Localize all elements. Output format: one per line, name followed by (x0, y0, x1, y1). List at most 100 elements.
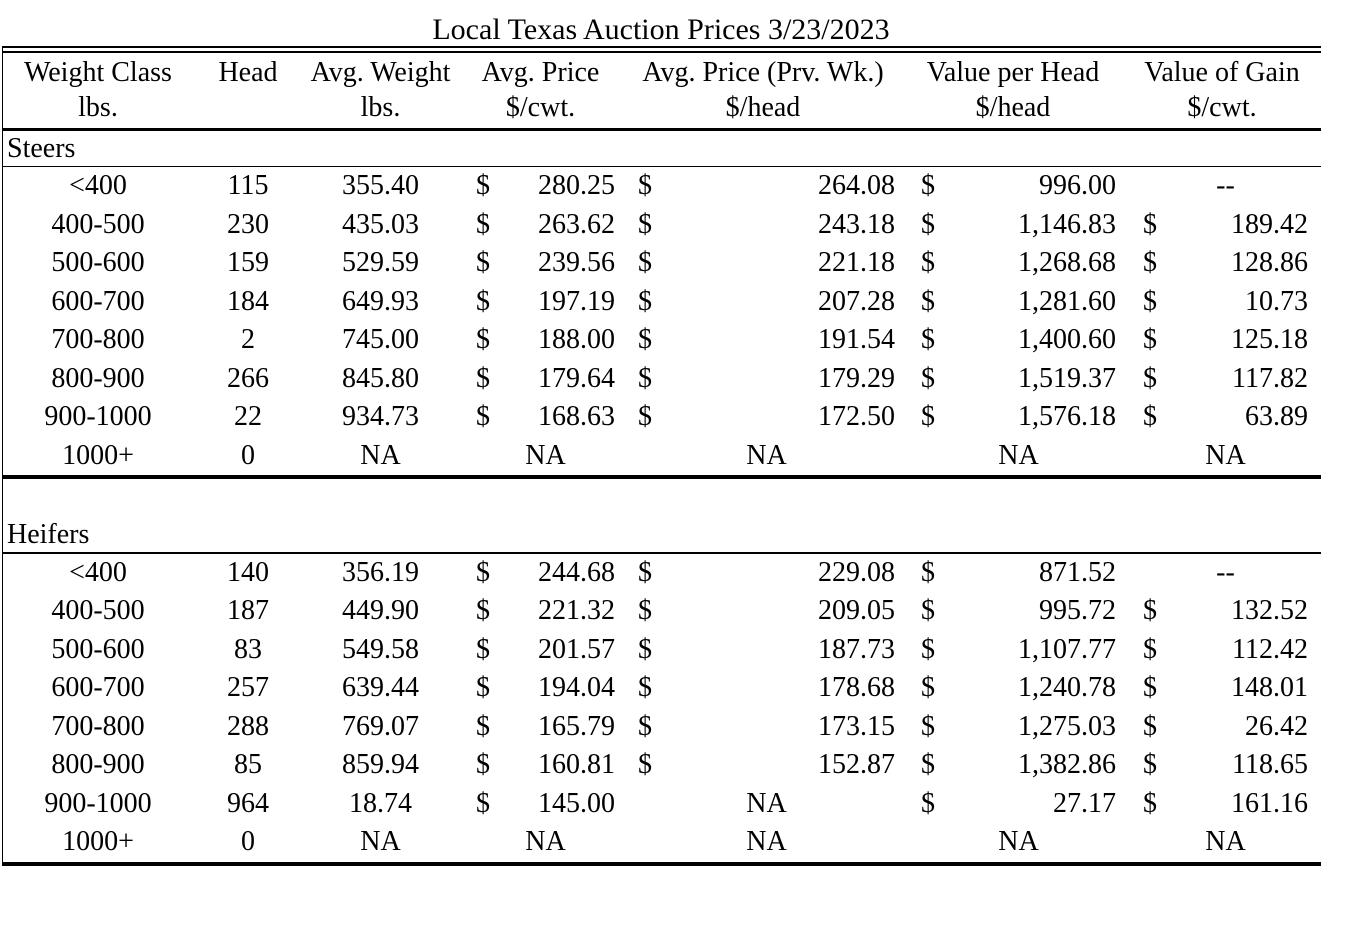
col-unit-value-per-head: $/head (975, 92, 1051, 123)
dollar-sign: $ (638, 401, 652, 432)
value-per-head-cell: $ 1,281.60 (903, 283, 1123, 322)
dollar-sign: $ (1143, 362, 1157, 394)
head-count-cell: 0 (241, 826, 255, 857)
value-per-head-value: 1,400.60 (1018, 324, 1116, 355)
weight-class-cell: 400-500 (51, 208, 145, 240)
avg-price-prv-wk-value: 243.18 (818, 208, 895, 240)
col-unit-weight-class: lbs. (78, 92, 118, 123)
dollar-sign: $ (921, 595, 935, 626)
value-of-gain-value: 63.89 (1245, 401, 1308, 432)
head-count-cell: 0 (241, 439, 255, 471)
page-title: Local Texas Auction Prices 3/23/2023 (432, 13, 890, 46)
dollar-sign: $ (921, 633, 935, 665)
dollar-sign: $ (1143, 710, 1157, 742)
dollar-sign: $ (1143, 285, 1157, 317)
avg-price-prv-wk-cell: $ 179.29 (623, 360, 903, 399)
dollar-sign: $ (921, 362, 935, 394)
dollar-sign: $ (921, 556, 935, 588)
weight-class-cell: 700-800 (51, 710, 145, 742)
value-per-head-value: NA (998, 439, 1039, 471)
table-row: 900-1000 964 18.74 $ 145.00 NA $ 27.17 $ (3, 785, 1321, 824)
value-per-head-cell: $ 1,382.86 (903, 746, 1123, 785)
weight-class-cell: 400-500 (51, 595, 145, 626)
dollar-sign: $ (476, 749, 490, 780)
table-row: 800-900 266 845.80 $ 179.64 $ 179.29 $ 1… (3, 360, 1321, 399)
dollar-sign: $ (1143, 633, 1157, 665)
auction-prices-table: Weight Class Head Avg. Weight Avg. Price… (2, 46, 1321, 866)
avg-price-cell: $ 165.79 (458, 708, 623, 747)
value-per-head-value: 1,240.78 (1018, 672, 1116, 703)
avg-price-prv-wk-value: 172.50 (818, 401, 895, 432)
section-gap (3, 479, 1321, 517)
table-row: 800-900 85 859.94 $ 160.81 $ 152.87 $ 1,… (3, 746, 1321, 785)
value-of-gain-cell: $ 63.89 (1123, 398, 1321, 437)
avg-price-value: 188.00 (538, 324, 615, 355)
head-count-cell: 115 (227, 170, 269, 201)
avg-price-value: 244.68 (538, 556, 615, 588)
value-per-head-value: 1,275.03 (1018, 710, 1116, 742)
avg-price-cell: $ 280.25 (458, 167, 623, 206)
value-per-head-cell: $ 27.17 (903, 785, 1123, 824)
dollar-sign: $ (921, 710, 935, 742)
avg-price-cell: $ 145.00 (458, 785, 623, 824)
weight-class-cell: 800-900 (51, 362, 145, 394)
avg-price-prv-wk-value: 221.18 (818, 247, 895, 278)
value-per-head-value: 1,576.18 (1018, 401, 1116, 432)
dollar-sign: $ (1143, 324, 1157, 355)
value-of-gain-value: 132.52 (1231, 595, 1308, 626)
avg-price-cell: $ 263.62 (458, 206, 623, 245)
section-heifers: Heifers <400 140 356.19 $ 244.68 $ 229.0… (3, 517, 1321, 866)
avg-price-value: 160.81 (538, 749, 615, 780)
weight-class-cell: 500-600 (51, 633, 145, 665)
value-of-gain-cell: $ 117.82 (1123, 360, 1321, 399)
avg-price-value: 201.57 (538, 633, 615, 665)
avg-price-prv-wk-value: 152.87 (818, 749, 895, 780)
avg-weight-cell: 356.19 (342, 556, 419, 588)
col-unit-avg-weight: lbs. (360, 92, 401, 123)
avg-weight-cell: 549.58 (342, 633, 419, 665)
header-row-2: lbs. lbs. $/cwt. $/head $/head $/cwt. (3, 91, 1321, 128)
col-unit-value-of-gain: $/cwt. (1187, 92, 1257, 123)
dollar-sign: $ (1143, 749, 1157, 780)
value-of-gain-cell: $ 132.52 (1123, 592, 1321, 631)
dollar-sign: $ (921, 787, 935, 819)
dollar-sign: $ (476, 672, 490, 703)
col-header-avg-weight: Avg. Weight (310, 57, 451, 88)
avg-price-prv-wk-value: 191.54 (818, 324, 895, 355)
avg-price-prv-wk-value: 207.28 (818, 285, 895, 317)
avg-price-prv-wk-cell: $ 264.08 (623, 167, 903, 206)
avg-price-prv-wk-cell: $ 187.73 (623, 631, 903, 670)
weight-class-cell: 1000+ (62, 826, 134, 857)
value-of-gain-value: 112.42 (1232, 633, 1308, 665)
dollar-sign: $ (638, 672, 652, 703)
dollar-sign: $ (638, 285, 652, 317)
dollar-sign: $ (921, 285, 935, 317)
head-count-cell: 230 (227, 208, 269, 240)
col-unit-head (193, 91, 303, 128)
avg-price-cell: $ 160.81 (458, 746, 623, 785)
avg-price-prv-wk-cell: $ 221.18 (623, 244, 903, 283)
avg-price-prv-wk-value: NA (746, 439, 787, 471)
col-header-weight-class: Weight Class (24, 57, 172, 88)
avg-price-prv-wk-cell: NA (623, 437, 903, 476)
avg-price-prv-wk-value: 229.08 (818, 556, 895, 588)
dollar-sign: $ (1143, 672, 1157, 703)
head-count-cell: 159 (227, 247, 269, 278)
avg-weight-cell: 449.90 (342, 595, 419, 626)
table-row: 700-800 288 769.07 $ 165.79 $ 173.15 $ 1… (3, 708, 1321, 747)
dollar-sign: $ (638, 247, 652, 278)
dollar-sign: $ (638, 595, 652, 626)
col-unit-avg-price: $/cwt. (505, 92, 576, 123)
dollar-sign: $ (1143, 787, 1157, 819)
weight-class-cell: 700-800 (51, 324, 145, 355)
dollar-sign: $ (921, 401, 935, 432)
head-count-cell: 187 (227, 595, 269, 626)
dollar-sign: $ (476, 362, 490, 394)
col-header-value-of-gain: Value of Gain (1144, 57, 1300, 88)
dollar-sign: $ (921, 324, 935, 355)
avg-weight-cell: 934.73 (342, 401, 419, 432)
avg-price-cell: $ 244.68 (458, 554, 623, 593)
weight-class-cell: 800-900 (51, 749, 145, 780)
head-count-cell: 184 (227, 285, 269, 317)
